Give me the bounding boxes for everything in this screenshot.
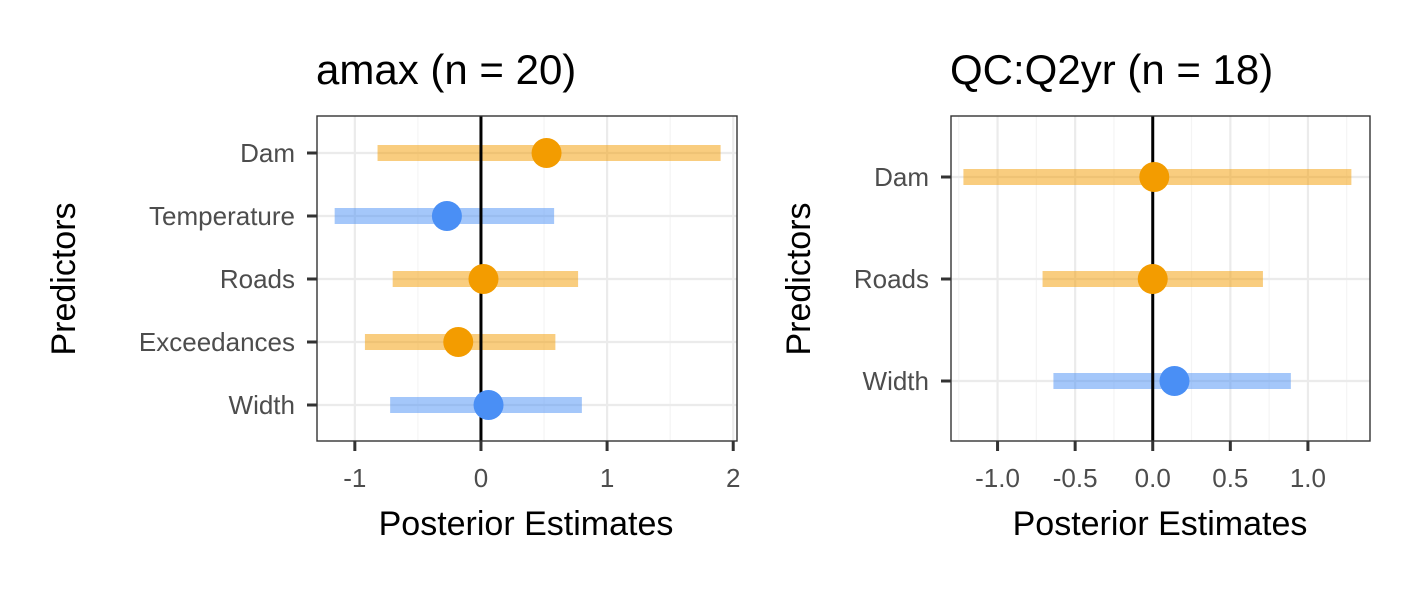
x-tick-label: 1.0 (1290, 463, 1326, 493)
y-tick-label-dam: Dam (240, 138, 295, 168)
x-tick-label: 2 (726, 463, 740, 493)
y-axis: Dam Roads Width (854, 162, 951, 396)
y-tick-label-exceedances: Exceedances (139, 327, 295, 357)
panel-qc-q2yr: QC:Q2yr (n = 18) Dam Roads Width -1.0 -0.5 0… (780, 46, 1371, 543)
x-axis: -1.0 -0.5 0.0 0.5 1.0 (975, 441, 1326, 493)
y-axis-title: Predictors (45, 202, 83, 355)
panel-amax: amax (n = 20) Dam Temperature Roads Exceeda… (45, 46, 740, 543)
estimate-points (431, 138, 562, 420)
estimate-point-roads (1137, 264, 1168, 294)
y-tick-label-roads: Roads (220, 264, 295, 294)
panel-title: amax (n = 20) (316, 46, 576, 93)
y-tick-label-width: Width (863, 366, 929, 396)
y-tick-label-dam: Dam (874, 162, 929, 192)
estimate-point-temperature (431, 201, 462, 231)
x-axis: -1 0 1 2 (343, 441, 740, 493)
x-tick-label: 0.5 (1212, 463, 1248, 493)
estimate-point-dam (1139, 162, 1170, 192)
panel-title: QC:Q2yr (n = 18) (950, 46, 1273, 93)
estimate-point-exceedances (443, 327, 474, 357)
x-tick-label: 0 (474, 463, 488, 493)
y-tick-label-width: Width (229, 390, 295, 420)
x-tick-label: 0.0 (1135, 463, 1171, 493)
estimate-points (1137, 162, 1190, 396)
x-tick-label: -1 (343, 463, 366, 493)
x-tick-label: 1 (600, 463, 614, 493)
estimate-point-width (473, 390, 504, 420)
estimate-point-width (1159, 366, 1190, 396)
estimate-point-dam (531, 138, 562, 168)
estimate-point-roads (468, 264, 499, 294)
y-axis: Dam Temperature Roads Exceedances Width (139, 138, 317, 420)
x-axis-title: Posterior Estimates (379, 505, 674, 543)
x-tick-label: -1.0 (975, 463, 1020, 493)
y-tick-label-temperature: Temperature (149, 201, 295, 231)
x-axis-title: Posterior Estimates (1013, 505, 1308, 543)
y-axis-title: Predictors (780, 202, 818, 355)
x-tick-label: -0.5 (1053, 463, 1098, 493)
y-tick-label-roads: Roads (854, 264, 929, 294)
